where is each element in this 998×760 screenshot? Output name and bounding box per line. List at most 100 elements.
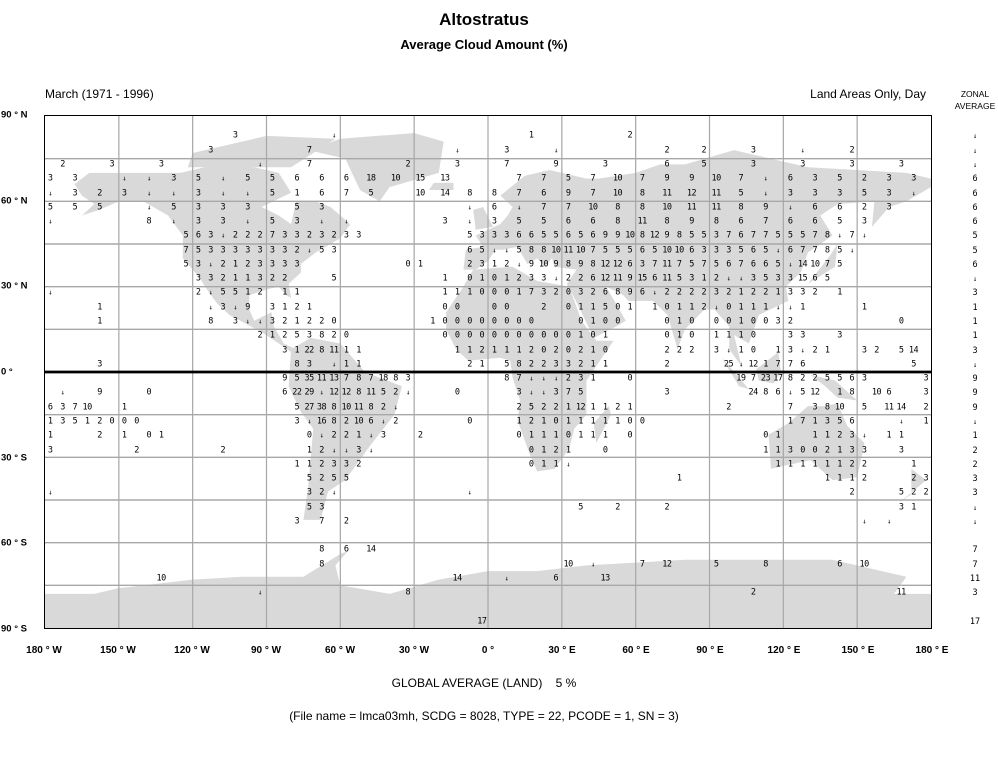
grid-value: 2 xyxy=(195,287,201,298)
grid-value: 0 xyxy=(479,330,485,341)
zonal-average-value: 6 xyxy=(972,188,978,199)
grid-value: 7 xyxy=(590,245,596,256)
grid-value: 3 xyxy=(541,287,546,298)
grid-value: 7 xyxy=(590,173,596,184)
grid-value: 5 xyxy=(837,173,842,184)
grid-value: 8 xyxy=(763,387,768,398)
grid-value: 3 xyxy=(861,373,867,384)
grid-value: 0 xyxy=(467,330,472,341)
grid-value: 5 xyxy=(775,259,781,270)
grid-value: 2 xyxy=(393,387,398,398)
grid-value: 1 xyxy=(701,273,707,284)
trace-value-marker: ↓ xyxy=(146,203,151,212)
grid-value: 2 xyxy=(750,587,756,598)
grid-value: 3 xyxy=(343,230,349,241)
grid-value: 3 xyxy=(849,430,855,441)
grid-value: 14 xyxy=(797,259,808,270)
grid-value: 2 xyxy=(578,345,583,356)
grid-value: 3 xyxy=(824,416,830,427)
grid-value: 11 xyxy=(662,188,672,199)
grid-value: 10 xyxy=(674,245,685,256)
grid-value: 1 xyxy=(121,430,127,441)
zonal-average-value: 2 xyxy=(972,459,978,470)
grid-value: 1 xyxy=(775,459,781,470)
grid-value: 8 xyxy=(824,230,830,241)
grid-value: 1 xyxy=(627,402,633,413)
grid-value: 7 xyxy=(676,259,682,270)
grid-value: 2 xyxy=(701,302,707,313)
grid-value: 2 xyxy=(676,287,682,298)
grid-value: 6 xyxy=(565,230,571,241)
grid-value: 11 xyxy=(686,202,697,213)
grid-value: 1 xyxy=(676,302,682,313)
grid-value: 3 xyxy=(97,359,102,370)
grid-value: 6 xyxy=(516,230,522,241)
grid-value: 3 xyxy=(232,316,238,327)
grid-value: 1 xyxy=(812,416,818,427)
trace-value-marker: ↓ xyxy=(553,274,558,283)
trace-value-marker: ↓ xyxy=(48,217,53,226)
grid-value: 2 xyxy=(97,416,102,427)
grid-value: 2 xyxy=(689,287,694,298)
grid-value: 6 xyxy=(652,273,657,284)
grid-value: 16 xyxy=(316,416,327,427)
grid-value: 7 xyxy=(800,245,805,256)
grid-value: 6 xyxy=(590,273,596,284)
grid-value: 8 xyxy=(763,559,768,570)
grid-value: 2 xyxy=(726,287,731,298)
trace-value-marker: ↓ xyxy=(319,431,324,440)
grid-value: 1 xyxy=(590,402,596,413)
trace-value-marker: ↓ xyxy=(368,446,373,455)
grid-value: 3 xyxy=(775,316,781,327)
grid-value: 3 xyxy=(306,330,312,341)
grid-value: 0 xyxy=(306,430,312,441)
grid-value: 2 xyxy=(676,345,682,356)
grid-value: 3 xyxy=(356,230,361,241)
chart-title: Altostratus xyxy=(439,10,529,29)
grid-value: 7 xyxy=(639,559,645,570)
grid-value: 1 xyxy=(676,330,682,341)
grid-value: 5 xyxy=(516,245,522,256)
grid-value: 1 xyxy=(775,445,781,456)
grid-value: 0 xyxy=(627,416,633,427)
grid-value: 8 xyxy=(504,373,509,384)
grid-value: 3 xyxy=(479,259,485,270)
grid-value: 2 xyxy=(923,487,929,498)
lon-tick-label: 60 ° E xyxy=(622,645,650,656)
grid-value: 3 xyxy=(282,259,287,270)
grid-value: 8 xyxy=(528,245,534,256)
trace-value-marker: ↓ xyxy=(208,303,213,312)
grid-value: 11 xyxy=(563,245,574,256)
chart-subtitle: Average Cloud Amount (%) xyxy=(400,37,568,52)
grid-value: 10 xyxy=(353,416,364,427)
grid-value: 2 xyxy=(911,473,916,484)
trace-value-marker: ↓ xyxy=(245,189,250,198)
grid-value: 9 xyxy=(689,173,694,184)
grid-value: 1 xyxy=(565,445,571,456)
grid-value: 2 xyxy=(664,345,670,356)
grid-value: 15 xyxy=(637,273,648,284)
grid-value: 2 xyxy=(528,359,534,370)
grid-value: 1 xyxy=(578,416,583,427)
grid-value: 3 xyxy=(528,273,534,284)
grid-value: 5 xyxy=(824,373,830,384)
grid-value: 3 xyxy=(787,287,793,298)
grid-value: 6 xyxy=(750,245,756,256)
grid-value: 8 xyxy=(331,402,337,413)
grid-value: 1 xyxy=(837,445,842,456)
grid-value: 6 xyxy=(812,273,818,284)
grid-value: 5 xyxy=(294,202,300,213)
grid-value: 2 xyxy=(405,159,411,170)
trace-value-marker: ↓ xyxy=(319,217,324,226)
grid-value: 2 xyxy=(800,373,805,384)
grid-value: 2 xyxy=(306,316,312,327)
grid-value: 3 xyxy=(713,245,719,256)
grid-value: 2 xyxy=(849,487,855,498)
trace-value-marker: ↓ xyxy=(652,288,657,297)
grid-value: 1 xyxy=(97,316,102,327)
grid-value: 1 xyxy=(565,402,571,413)
grid-value: 1 xyxy=(590,316,596,327)
grid-value: 3 xyxy=(72,173,78,184)
grid-value: 0 xyxy=(504,330,509,341)
grid-value: 15 xyxy=(797,273,808,284)
